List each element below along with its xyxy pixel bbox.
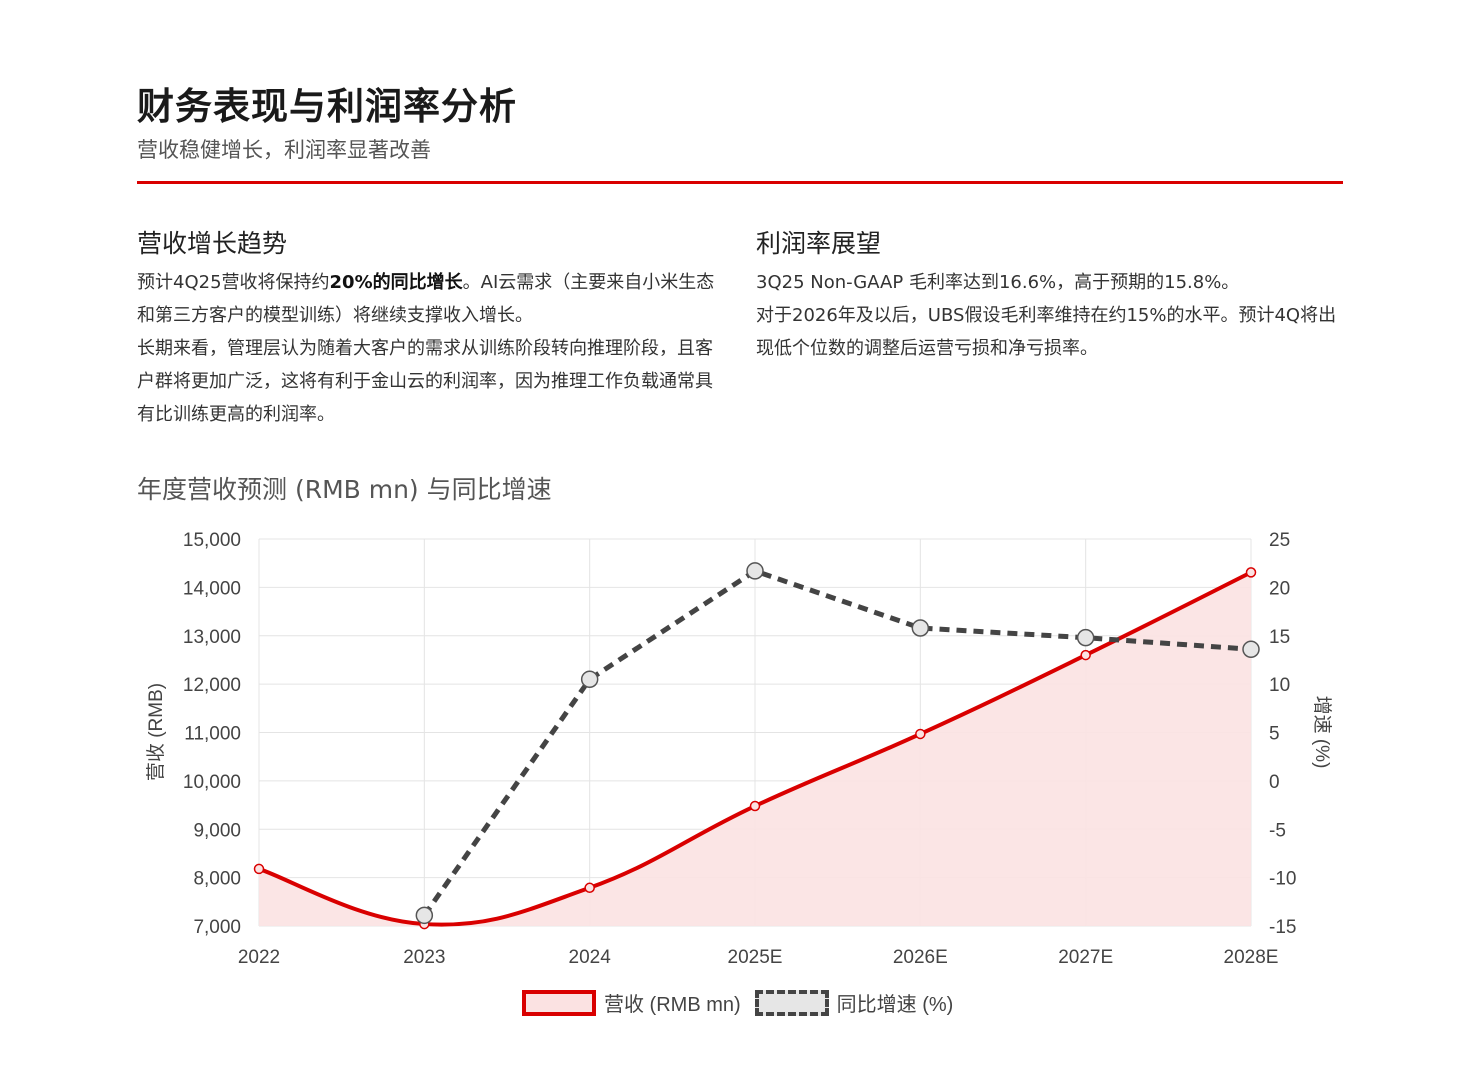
- x-tick-label: 2024: [569, 947, 612, 968]
- revenue-point: [915, 728, 926, 740]
- highlight-text: 20%的同比增长: [329, 272, 463, 293]
- y2-tick-label: -15: [1269, 917, 1296, 938]
- y2-tick-label: 0: [1269, 772, 1280, 793]
- revenue-point: [1080, 649, 1091, 661]
- revenue-trend-section: 营收增长趋势 预计4Q25营收将保持约20%的同比增长。AI云需求（主要来自小米…: [137, 224, 727, 431]
- y-tick-label: 9,000: [193, 820, 241, 841]
- y2-tick-label: 10: [1269, 675, 1290, 696]
- x-tick-label: 2023: [403, 947, 445, 968]
- y2-tick-label: 15: [1269, 627, 1290, 648]
- chart-title: 年度营收预测 (RMB mn) 与同比增速: [137, 475, 552, 504]
- growth-point: [911, 619, 930, 637]
- y2-tick-label: 5: [1269, 724, 1280, 745]
- section-paragraph: 长期来看，管理层认为随着大客户的需求从训练阶段转向推理阶段，且客户群将更加广泛，…: [137, 338, 713, 425]
- y-tick-label: 15,000: [183, 530, 241, 551]
- y2-tick-label: 25: [1269, 530, 1290, 551]
- section-paragraph: 预计4Q25营收将保持约20%的同比增长。AI云需求（主要来自小米生态和第三方客…: [137, 266, 727, 332]
- y2-axis-label: 增速 (%): [1311, 696, 1333, 769]
- growth-point: [415, 906, 434, 925]
- section-paragraph: 3Q25 Non-GAAP 毛利率达到16.6%，高于预期的15.8%。: [756, 272, 1240, 293]
- revenue-point: [1245, 567, 1257, 578]
- chart-legend: 营收 (RMB mn) 同比增速 (%): [522, 988, 953, 1017]
- y2-tick-label: -10: [1269, 869, 1296, 890]
- section-heading: 利润率展望: [756, 229, 882, 258]
- x-tick-label: 2028E: [1224, 947, 1279, 968]
- growth-line: [422, 568, 1252, 917]
- growth-point: [1076, 628, 1095, 647]
- text: 预计4Q25营收将保持约: [137, 272, 330, 293]
- page-subtitle: 营收稳健增长，利润率显著改善: [137, 138, 431, 162]
- revenue-point: [584, 882, 595, 894]
- section-heading: 营收增长趋势: [137, 229, 288, 258]
- legend-swatch-revenue[interactable]: [522, 989, 596, 1016]
- y-tick-label: 14,000: [183, 578, 241, 599]
- revenue-area: [259, 572, 1251, 926]
- x-tick-label: 2026E: [893, 947, 948, 968]
- text: 。AI云需求（主要来自小米生态和第三方客户的模型训练）将继续支撑收入增长。: [137, 272, 715, 326]
- y-tick-label: 12,000: [183, 675, 241, 696]
- y-tick-label: 10,000: [183, 772, 241, 793]
- y-axis-label: 营收 (RMB): [145, 683, 167, 781]
- y2-tick-label: 20: [1269, 578, 1290, 599]
- y-tick-label: 11,000: [184, 724, 241, 745]
- margin-outlook-section: 利润率展望 3Q25 Non-GAAP 毛利率达到16.6%，高于预期的15.8…: [756, 224, 1346, 365]
- y-tick-label: 13,000: [183, 627, 241, 648]
- divider: [137, 181, 1343, 184]
- x-tick-label: 2027E: [1058, 947, 1113, 968]
- legend-swatch-growth[interactable]: [754, 989, 829, 1016]
- x-tick-label: 2022: [238, 947, 280, 968]
- growth-point: [746, 562, 764, 580]
- y-tick-label: 8,000: [193, 869, 241, 890]
- revenue-point: [253, 863, 265, 875]
- page-title: 财务表现与利润率分析: [137, 85, 517, 128]
- legend-label-growth[interactable]: 同比增速 (%): [836, 994, 954, 1016]
- legend-label-revenue[interactable]: 营收 (RMB mn): [604, 994, 741, 1016]
- y2-tick-label: -5: [1269, 820, 1286, 841]
- growth-point: [580, 670, 599, 689]
- y-tick-label: 7,000: [193, 917, 241, 938]
- revenue-point: [749, 800, 761, 812]
- section-paragraph: 对于2026年及以后，UBS假设毛利率维持在约15%的水平。预计4Q将出现低个位…: [756, 305, 1337, 359]
- x-tick-label: 2025E: [728, 947, 783, 968]
- growth-point: [1242, 640, 1260, 659]
